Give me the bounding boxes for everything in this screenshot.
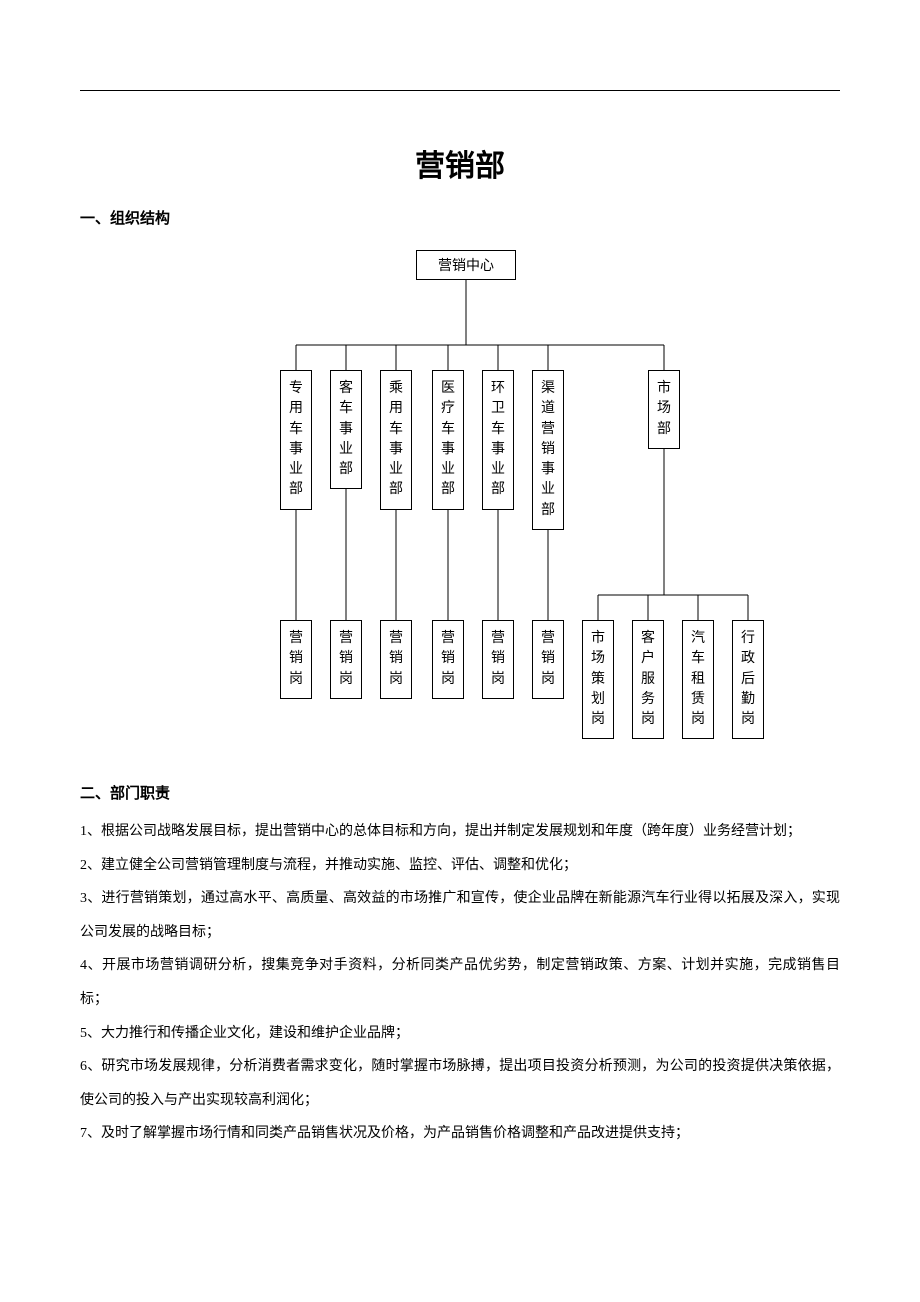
org-level2-3: 医疗车事业部 bbox=[432, 370, 464, 510]
org-level3-left-3: 营销岗 bbox=[432, 620, 464, 699]
org-chart: 营销中心专用车事业部客车事业部乘用车事业部医疗车事业部环卫车事业部渠道营销事业部… bbox=[80, 240, 840, 760]
org-level2-6: 市场部 bbox=[648, 370, 680, 449]
org-level3-left-2: 营销岗 bbox=[380, 620, 412, 699]
org-level3-left-0: 营销岗 bbox=[280, 620, 312, 699]
duty-item: 5、大力推行和传播企业文化，建设和维护企业品牌； bbox=[80, 1017, 840, 1051]
org-level2-4: 环卫车事业部 bbox=[482, 370, 514, 510]
org-level3-right-3: 行政后勤岗 bbox=[732, 620, 764, 739]
org-level3-right-1: 客户服务岗 bbox=[632, 620, 664, 739]
main-title: 营销部 bbox=[80, 141, 840, 185]
duty-item: 1、根据公司战略发展目标，提出营销中心的总体目标和方向，提出并制定发展规划和年度… bbox=[80, 815, 840, 849]
org-level2-2: 乘用车事业部 bbox=[380, 370, 412, 510]
org-root: 营销中心 bbox=[416, 250, 516, 280]
org-level3-left-1: 营销岗 bbox=[330, 620, 362, 699]
org-level2-0: 专用车事业部 bbox=[280, 370, 312, 510]
duty-item: 7、及时了解掌握市场行情和同类产品销售状况及价格，为产品销售价格调整和产品改进提… bbox=[80, 1117, 840, 1151]
duty-item: 6、研究市场发展规律，分析消费者需求变化，随时掌握市场脉搏，提出项目投资分析预测… bbox=[80, 1050, 840, 1117]
org-level2-1: 客车事业部 bbox=[330, 370, 362, 489]
org-level3-left-5: 营销岗 bbox=[532, 620, 564, 699]
org-level3-right-2: 汽车租赁岗 bbox=[682, 620, 714, 739]
org-level2-5: 渠道营销事业部 bbox=[532, 370, 564, 530]
duty-list: 1、根据公司战略发展目标，提出营销中心的总体目标和方向，提出并制定发展规划和年度… bbox=[80, 815, 840, 1151]
section2-title: 二、部门职责 bbox=[80, 782, 840, 803]
section1-title: 一、组织结构 bbox=[80, 207, 840, 228]
duty-item: 2、建立健全公司营销管理制度与流程，并推动实施、监控、评估、调整和优化； bbox=[80, 849, 840, 883]
top-rule bbox=[80, 90, 840, 91]
duty-item: 3、进行营销策划，通过高水平、高质量、高效益的市场推广和宣传，使企业品牌在新能源… bbox=[80, 882, 840, 949]
duty-item: 4、开展市场营销调研分析，搜集竞争对手资料，分析同类产品优劣势，制定营销政策、方… bbox=[80, 949, 840, 1016]
org-level3-left-4: 营销岗 bbox=[482, 620, 514, 699]
org-level3-right-0: 市场策划岗 bbox=[582, 620, 614, 739]
